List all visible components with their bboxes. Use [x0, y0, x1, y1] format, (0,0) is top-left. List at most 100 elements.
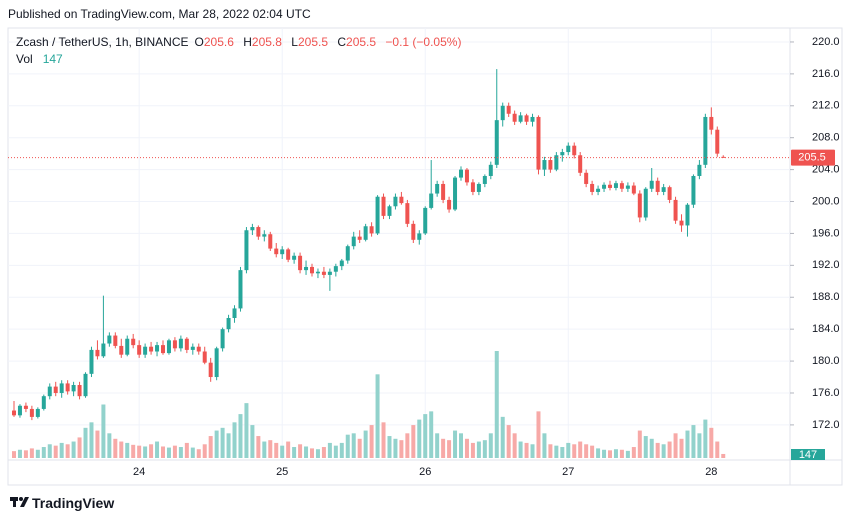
- volume-bar: [649, 438, 654, 458]
- logo: [10, 497, 29, 507]
- volume-bar: [453, 430, 458, 458]
- candle-body: [524, 115, 529, 122]
- symbol: Zcash / TetherUS, 1h, BINANCE: [16, 35, 189, 49]
- legend: Zcash / TetherUS, 1h, BINANCE O205.6 H205…: [16, 34, 461, 68]
- candle-body: [101, 343, 106, 357]
- volume-bar: [464, 438, 469, 458]
- volume-bar: [137, 445, 142, 458]
- candle-body: [560, 152, 565, 156]
- volume-bar: [399, 440, 404, 458]
- volume-bar: [536, 411, 541, 458]
- volume-bar: [155, 441, 160, 458]
- candle-body: [697, 164, 702, 176]
- volume-bar: [280, 445, 285, 458]
- volume-bar: [685, 430, 690, 458]
- volume-bar: [560, 447, 565, 458]
- volume-bar: [447, 440, 452, 458]
- volume-bar: [17, 449, 22, 458]
- candle-body: [655, 180, 660, 192]
- low-label: L: [291, 35, 298, 49]
- candle-body: [470, 182, 475, 192]
- volume-bar: [345, 434, 350, 458]
- published-note: Published on TradingView.com, Mar 28, 20…: [8, 7, 311, 21]
- volume-bar: [608, 450, 612, 458]
- candle-body: [250, 227, 255, 231]
- candle-body: [208, 362, 213, 378]
- candle-body: [578, 155, 583, 173]
- candle-body: [548, 160, 553, 170]
- volume-bar: [244, 403, 249, 458]
- candle-body: [280, 249, 285, 255]
- candle-body: [423, 207, 428, 234]
- candle-body: [369, 226, 374, 234]
- volume-bar: [613, 449, 618, 458]
- candle-body: [447, 199, 452, 210]
- candle-body: [292, 255, 297, 260]
- open-label: O: [194, 35, 204, 49]
- volume-bar: [721, 453, 726, 458]
- volume-bar: [375, 374, 380, 458]
- candle-body: [77, 385, 82, 397]
- candle-body: [566, 145, 571, 153]
- candle-body: [149, 346, 154, 352]
- volume-bar: [143, 446, 148, 458]
- volume-bar: [530, 444, 535, 458]
- volume-bar: [333, 445, 338, 458]
- volume-bar: [53, 445, 58, 458]
- candle-body: [232, 308, 237, 318]
- volume-bar: [584, 444, 589, 458]
- volume-bar: [703, 419, 708, 458]
- candle-body: [125, 338, 130, 355]
- candle-body: [244, 230, 249, 271]
- candle-body: [315, 271, 320, 274]
- candle-body: [47, 386, 52, 397]
- candle-body: [238, 270, 243, 309]
- candle-body: [190, 346, 195, 350]
- volume-bar: [512, 433, 517, 458]
- volume-bar: [107, 433, 112, 458]
- volume-bar: [393, 438, 398, 458]
- volume-bar: [679, 438, 684, 458]
- volume-bar: [113, 438, 118, 458]
- candle-body: [554, 155, 559, 170]
- last-price-tag: [791, 149, 835, 166]
- candle-body: [405, 203, 410, 224]
- x-tick-label: 25: [276, 466, 288, 478]
- candle-body: [131, 338, 136, 346]
- volume-bar: [357, 438, 362, 458]
- y-tick-label: 184.0: [812, 323, 840, 335]
- logo-part: [19, 497, 23, 501]
- volume-bar: [178, 447, 183, 458]
- volume-bar: [286, 441, 291, 458]
- volume-bar: [643, 436, 648, 458]
- volume-bar: [459, 433, 463, 458]
- volume-bar: [226, 433, 231, 458]
- volume-bar: [310, 448, 314, 458]
- volume-value: 147: [42, 52, 63, 66]
- volume-bar: [691, 425, 696, 458]
- volume-bar: [715, 441, 720, 458]
- low-value: 205.5: [297, 35, 328, 49]
- candle-body: [506, 105, 511, 114]
- candle-body: [530, 116, 535, 122]
- volume-bar: [488, 433, 493, 458]
- volume-bar: [184, 442, 189, 458]
- candle-body: [715, 129, 720, 154]
- volume-bar: [250, 425, 255, 458]
- volume-bar: [518, 441, 523, 458]
- candle-body: [178, 338, 183, 349]
- y-tick-label: 188.0: [812, 291, 840, 303]
- candle-body: [703, 116, 708, 165]
- volume-bar: [214, 430, 219, 458]
- candle-body: [488, 164, 493, 176]
- candle-body: [143, 346, 148, 355]
- volume-bar: [351, 433, 356, 458]
- candle-body: [435, 183, 440, 194]
- candle-body: [226, 317, 231, 330]
- candle-body: [256, 227, 261, 237]
- candle-body: [500, 105, 505, 121]
- candle-body: [363, 226, 368, 240]
- volume-bar: [23, 450, 28, 458]
